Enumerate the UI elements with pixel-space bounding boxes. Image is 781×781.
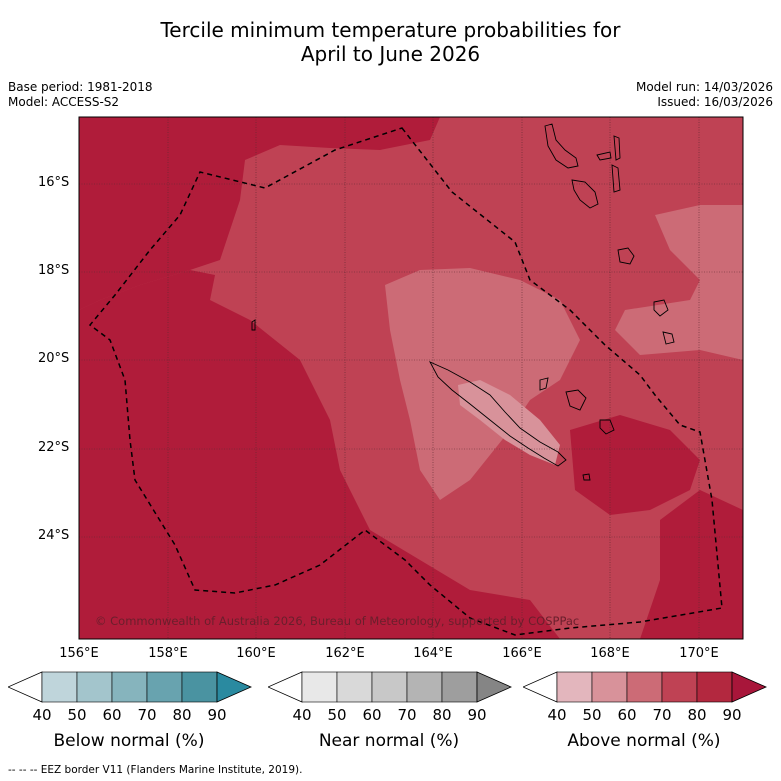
colorbar-below-tick-label: 50 <box>67 706 87 724</box>
colorbar-below-tick-label: 80 <box>172 706 192 724</box>
vanuatu-tanna-outline <box>662 331 675 345</box>
zone-above-70-northeast <box>615 205 743 360</box>
colorbar-above-tick-label: 50 <box>582 706 602 724</box>
model-run: Model run: 14/03/2026 <box>635 80 773 94</box>
colorbar-below-tick-label: 60 <box>102 706 122 724</box>
colorbar-below-segment <box>41 671 78 703</box>
lon-label-164e: 164°E <box>413 646 453 661</box>
colorbar-near-tick-label: 40 <box>292 706 312 724</box>
vanuatu-malakula-outline <box>571 179 599 209</box>
colorbar-near-segment <box>441 671 478 703</box>
colorbar-below-high-extend <box>216 671 252 703</box>
lon-label-156e: 156°E <box>59 646 99 661</box>
colorbar-above-tick-label: 80 <box>687 706 707 724</box>
colorbar-near-low-extend <box>268 671 303 703</box>
colorbar-below-segment <box>181 671 218 703</box>
colorbar-below <box>8 671 252 703</box>
colorbar-below-tick-label: 40 <box>32 706 52 724</box>
loyalty-ouvea-outline <box>539 377 549 391</box>
isle-of-pines-outline <box>582 473 591 481</box>
eez-border <box>88 127 723 636</box>
colorbar-near-segment <box>371 671 408 703</box>
colorbar-above-segment <box>661 671 698 703</box>
colorbar-below-tick-label: 90 <box>207 706 227 724</box>
colorbar-near-segment <box>301 671 338 703</box>
colorbar-below-segment <box>76 671 113 703</box>
info-left: Base period: 1981-2018 Model: ACCESS-S2 <box>8 80 153 110</box>
lat-label-16s: 16°S <box>38 175 70 190</box>
colorbar-above-high-extend <box>731 671 767 703</box>
colorbar-near-tick-label: 90 <box>467 706 487 724</box>
colorbar-near-title: Near normal (%) <box>318 731 460 751</box>
lon-label-158e: 158°E <box>148 646 188 661</box>
title-line-1: Tercile minimum temperature probabilitie… <box>160 18 621 42</box>
vanuatu-pentecost-outline <box>611 164 621 193</box>
colorbar-above-tick-label: 90 <box>722 706 742 724</box>
colorbar-above-segment <box>696 671 733 703</box>
colorbar-above-tick-label: 60 <box>617 706 637 724</box>
vanuatu-erromango-outline <box>653 299 669 317</box>
map-title: Tercile minimum temperature probabilitie… <box>0 18 781 66</box>
lon-label-160e: 160°E <box>236 646 276 661</box>
copyright-notice: © Commonwealth of Australia 2026, Bureau… <box>95 614 580 628</box>
model-name: Model: ACCESS-S2 <box>8 95 120 109</box>
colorbar-above-low-extend <box>523 671 558 703</box>
zone-above-60-newcal <box>458 380 560 465</box>
colorbar-above-segment <box>556 671 593 703</box>
colorbar-above-tick-label: 70 <box>652 706 672 724</box>
new-caledonia-outline <box>428 361 567 467</box>
lat-label-24s: 24°S <box>38 528 70 543</box>
colorbar-above-segment <box>591 671 628 703</box>
title-line-2: April to June 2026 <box>300 42 481 66</box>
loyalty-lifou-outline <box>565 389 587 411</box>
colorbar-above-title: Above normal (%) <box>567 731 721 751</box>
land-outlines <box>251 123 675 481</box>
zone-above-90-east <box>570 415 700 515</box>
lat-label-20s: 20°S <box>38 351 70 366</box>
probability-map <box>78 116 744 640</box>
lon-label-170e: 170°E <box>679 646 719 661</box>
info-right: Model run: 14/03/2026 Issued: 16/03/2026 <box>636 80 773 110</box>
colorbar-near <box>268 671 512 703</box>
zone-above-90-southeast <box>640 490 743 639</box>
vanuatu-efate-outline <box>617 247 635 265</box>
colorbar-below-title: Below normal (%) <box>53 731 205 751</box>
lon-label-168e: 168°E <box>590 646 630 661</box>
lon-label-162e: 162°E <box>325 646 365 661</box>
zone-above-90-west <box>79 270 560 639</box>
base-period: Base period: 1981-2018 <box>8 80 153 94</box>
colorbar-below-tick-label: 70 <box>137 706 157 724</box>
lon-label-166e: 166°E <box>502 646 542 661</box>
colorbar-near-segment <box>406 671 443 703</box>
loyalty-mare-outline <box>599 419 615 435</box>
zone-above-90-north <box>79 117 440 310</box>
vanuatu-espiritu-santo-outline <box>544 123 579 169</box>
map-fill <box>79 117 743 639</box>
colorbar-near-segment <box>336 671 373 703</box>
graticule <box>79 117 743 639</box>
colorbar-near-tick-label: 50 <box>327 706 347 724</box>
colorbar-near-tick-label: 70 <box>397 706 417 724</box>
colorbar-above-tick-label: 40 <box>547 706 567 724</box>
map-frame <box>78 116 744 640</box>
colorbar-above-segment <box>626 671 663 703</box>
colorbar-near-high-extend <box>476 671 512 703</box>
colorbar-above <box>523 671 767 703</box>
colorbar-below-low-extend <box>8 671 43 703</box>
issued-date: Issued: 16/03/2026 <box>657 95 773 109</box>
lat-label-22s: 22°S <box>38 440 70 455</box>
colorbar-below-segment <box>111 671 148 703</box>
eez-legend-footer: -- -- -- EEZ border V11 (Flanders Marine… <box>8 764 303 776</box>
vanuatu-maewo-outline <box>613 135 621 161</box>
colorbar-below-segment <box>146 671 183 703</box>
small-island-west <box>251 319 256 331</box>
lat-label-18s: 18°S <box>38 263 70 278</box>
vanuatu-ambae-outline <box>596 151 612 161</box>
colorbar-near-tick-label: 80 <box>432 706 452 724</box>
colorbar-near-tick-label: 60 <box>362 706 382 724</box>
